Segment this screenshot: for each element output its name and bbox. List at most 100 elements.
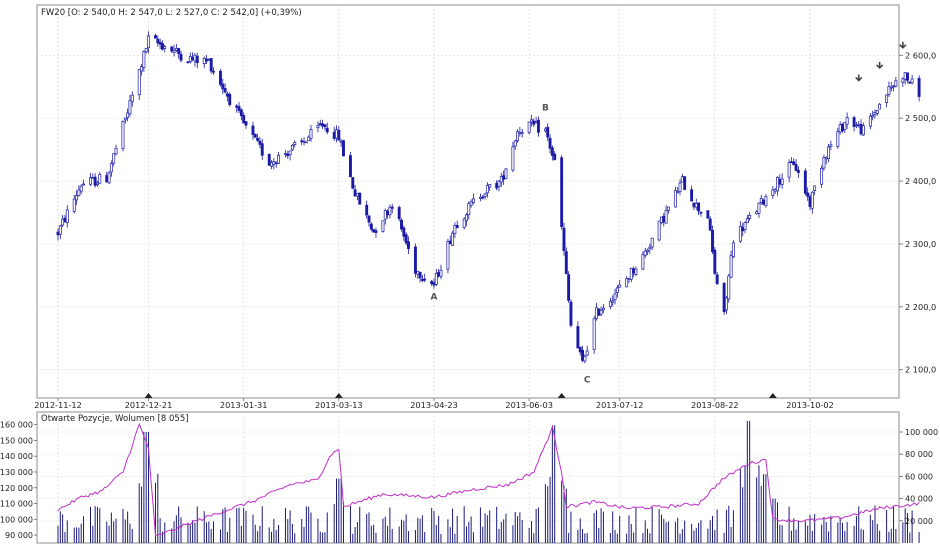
- candle-body: [697, 202, 701, 212]
- y-tick-label: 2 500,0: [905, 113, 936, 123]
- candle-body: [502, 175, 506, 180]
- candle-body: [810, 191, 814, 209]
- candle-body: [497, 180, 501, 187]
- sub-panel: 160 000 150 000 140 000 130 000 120 000 110 0…: [0, 411, 938, 544]
- candle-body: [789, 161, 793, 164]
- candle-body: [437, 272, 441, 277]
- candle-body: [771, 189, 775, 196]
- candle-body: [82, 183, 85, 186]
- candle-body: [868, 115, 872, 127]
- candle-body: [439, 269, 443, 277]
- oi-tick-label: 140 000: [0, 452, 33, 461]
- candle-body: [625, 278, 629, 288]
- candle-body: [699, 211, 703, 214]
- candle-body: [894, 80, 898, 87]
- candle-body: [534, 121, 538, 124]
- candle-body: [578, 346, 582, 353]
- candle-body: [260, 143, 264, 156]
- candle-body: [657, 220, 661, 241]
- candle-body: [202, 57, 206, 64]
- main-grid: [37, 5, 899, 398]
- candle-body: [615, 287, 619, 293]
- candle-body: [527, 121, 531, 133]
- candle-body: [416, 271, 420, 275]
- candle-body: [676, 191, 680, 194]
- candle-body: [307, 136, 311, 141]
- candle-body: [290, 144, 294, 151]
- candle-body: [694, 203, 698, 208]
- candle-body: [550, 147, 554, 156]
- candle-body: [530, 119, 533, 123]
- candle-body: [650, 237, 654, 248]
- candle-body: [820, 167, 824, 185]
- candle-body: [430, 280, 434, 284]
- candle-body: [351, 177, 355, 189]
- candle-body: [841, 123, 844, 132]
- candle-body: [892, 85, 896, 88]
- main-annotations: A B C: [431, 41, 907, 385]
- candle-body: [481, 196, 485, 199]
- candle-body: [420, 278, 424, 281]
- candle-body: [56, 231, 60, 236]
- candle-body: [337, 129, 341, 141]
- candle-body: [822, 157, 826, 169]
- candle-body: [112, 153, 116, 164]
- candle-body: [284, 153, 287, 155]
- candle-body: [595, 307, 598, 319]
- candle-body: [267, 153, 271, 166]
- candle-body: [708, 218, 712, 231]
- candle-body: [706, 210, 710, 219]
- candle-body: [917, 78, 921, 97]
- candle-body: [564, 251, 568, 275]
- candle-body: [641, 254, 645, 270]
- candle-body: [272, 161, 276, 165]
- x-tick-label: 2012-12-21: [125, 400, 173, 410]
- candle-body: [787, 162, 791, 178]
- candle-body: [65, 209, 69, 224]
- candle-body: [478, 196, 482, 199]
- candle-body: [225, 93, 229, 97]
- candle-body: [239, 109, 243, 117]
- candle-body: [597, 308, 601, 316]
- oi-tick-label: 100 000: [0, 515, 33, 524]
- candle-body: [274, 162, 278, 165]
- candle-body: [61, 218, 65, 226]
- candle-body: [293, 142, 297, 146]
- candle-body: [854, 124, 858, 127]
- candle-body: [613, 293, 617, 301]
- candle-body: [887, 86, 891, 95]
- candle-body: [316, 125, 320, 129]
- candle-body: [253, 134, 257, 138]
- x-tick-label: 2013-01-31: [220, 400, 268, 410]
- candle-body: [743, 222, 747, 230]
- annotation-label: C: [584, 375, 591, 385]
- candle-body: [446, 241, 450, 270]
- candle-body: [599, 310, 603, 315]
- candle-body: [903, 72, 907, 80]
- candle-body: [390, 206, 394, 209]
- candle-body: [875, 110, 879, 114]
- x-tick-label: 2013-10-02: [786, 400, 834, 410]
- candle-body: [186, 61, 190, 64]
- candle-body: [662, 215, 666, 223]
- candle-body: [738, 225, 742, 242]
- candle-body: [634, 268, 638, 276]
- candle-body: [63, 217, 67, 222]
- candle-body: [536, 119, 540, 133]
- rollover-marker: [334, 393, 343, 398]
- candle-body: [237, 106, 241, 111]
- candle-body: [666, 206, 670, 211]
- candle-body: [407, 241, 410, 249]
- candle-body: [321, 123, 325, 127]
- candle-body: [332, 131, 336, 139]
- candle-body: [147, 35, 150, 48]
- rollover-marker: [557, 393, 566, 398]
- candle-body: [852, 117, 856, 127]
- candle-body: [683, 176, 687, 190]
- open-interest-axis: 160 000 150 000 140 000 130 000 120 000 110 0…: [0, 421, 37, 540]
- candle-body: [335, 129, 338, 139]
- candle-body: [244, 121, 248, 126]
- oi-tick-label: 130 000: [0, 468, 33, 477]
- candle-body: [829, 144, 833, 147]
- candle-body: [381, 220, 385, 232]
